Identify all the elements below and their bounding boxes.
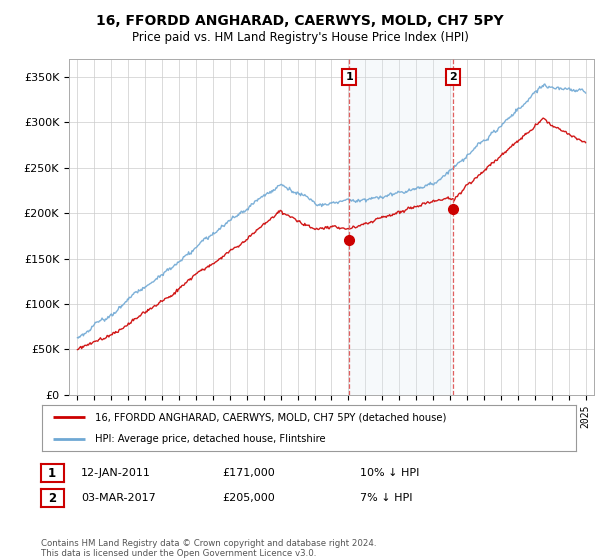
Text: HPI: Average price, detached house, Flintshire: HPI: Average price, detached house, Flin… — [95, 435, 326, 444]
Text: 12-JAN-2011: 12-JAN-2011 — [81, 468, 151, 478]
Text: Contains HM Land Registry data © Crown copyright and database right 2024.
This d: Contains HM Land Registry data © Crown c… — [41, 539, 376, 558]
Text: 03-MAR-2017: 03-MAR-2017 — [81, 493, 156, 503]
Text: 2: 2 — [449, 72, 457, 82]
Text: Price paid vs. HM Land Registry's House Price Index (HPI): Price paid vs. HM Land Registry's House … — [131, 31, 469, 44]
Text: 10% ↓ HPI: 10% ↓ HPI — [360, 468, 419, 478]
Text: 1: 1 — [345, 72, 353, 82]
Text: £171,000: £171,000 — [222, 468, 275, 478]
Text: 16, FFORDD ANGHARAD, CAERWYS, MOLD, CH7 5PY (detached house): 16, FFORDD ANGHARAD, CAERWYS, MOLD, CH7 … — [95, 412, 447, 422]
Text: 7% ↓ HPI: 7% ↓ HPI — [360, 493, 413, 503]
Text: 2: 2 — [48, 492, 56, 505]
Text: £205,000: £205,000 — [222, 493, 275, 503]
Text: 16, FFORDD ANGHARAD, CAERWYS, MOLD, CH7 5PY: 16, FFORDD ANGHARAD, CAERWYS, MOLD, CH7 … — [96, 14, 504, 28]
Bar — [349, 59, 453, 395]
Text: 1: 1 — [48, 466, 56, 480]
